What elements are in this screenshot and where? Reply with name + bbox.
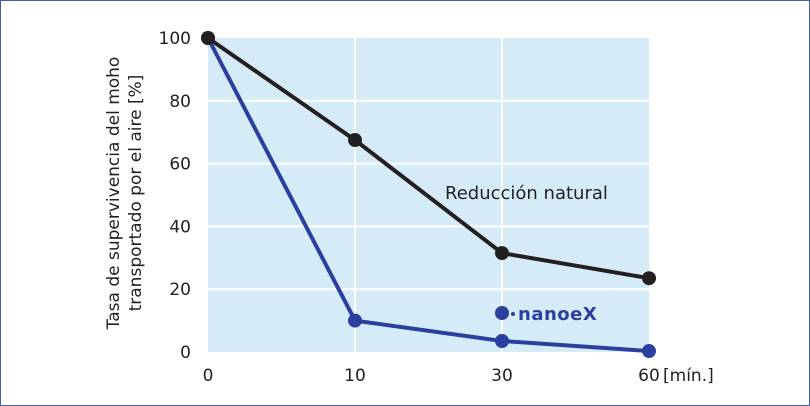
x-unit-label: [mín.]: [663, 366, 714, 386]
y-ticks: 0 20 40 60 80 100: [159, 29, 191, 363]
y-axis-label-line1: Tasa de supervivencia del moho: [104, 57, 124, 331]
y-tick-label: 80: [169, 92, 191, 112]
series-line: [206, 36, 650, 281]
x-tick-label: 60: [638, 366, 660, 386]
y-tick-label: 0: [180, 343, 191, 363]
series-line: [206, 37, 650, 354]
logo-dot-icon: [495, 306, 509, 320]
x-tick-label: 0: [203, 366, 214, 386]
data-point: [642, 271, 656, 286]
x-tick-label: 10: [344, 366, 366, 386]
series-group: [201, 31, 656, 359]
grid: [208, 38, 649, 352]
x-ticks: 0 10 30 60: [203, 366, 660, 386]
data-point: [348, 133, 362, 148]
data-point: [642, 344, 656, 359]
y-axis-label-line2: transportado por el aire [%]: [126, 75, 146, 312]
y-tick-label: 60: [169, 155, 191, 175]
data-point: [348, 313, 362, 328]
series-label-natural: Reducción natural: [445, 183, 608, 204]
data-point: [201, 31, 215, 45]
nanoex-logo: nanoeX: [495, 304, 597, 325]
y-tick-label: 40: [169, 217, 191, 237]
logo-small-dot-icon: [511, 312, 515, 316]
data-point: [495, 334, 509, 349]
data-point: [495, 246, 509, 261]
y-tick-label: 100: [159, 29, 191, 49]
logo-text: nanoeX: [518, 304, 597, 325]
y-tick-label: 20: [169, 280, 191, 300]
x-tick-label: 30: [491, 366, 513, 386]
